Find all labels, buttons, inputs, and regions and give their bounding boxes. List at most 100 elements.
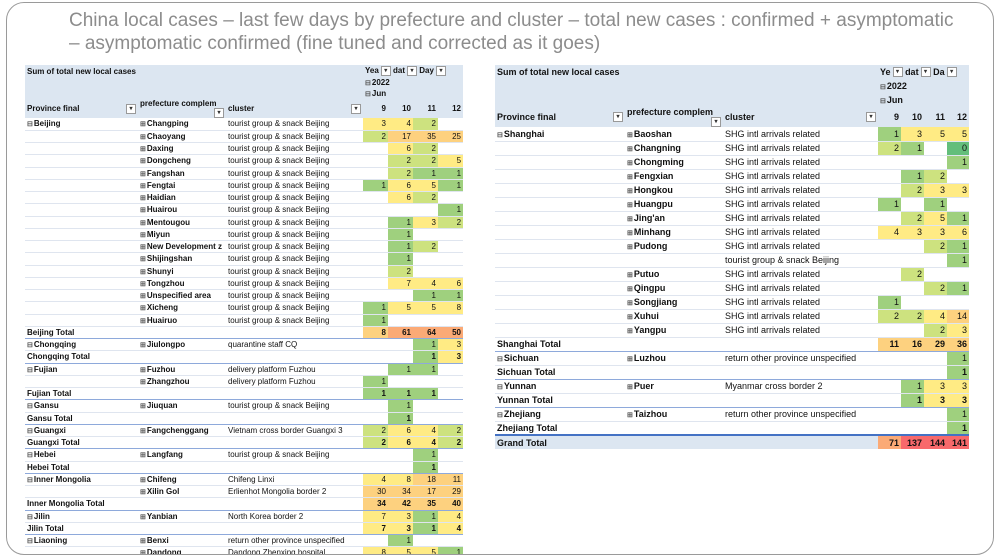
collapse-icon[interactable]: ⊟ xyxy=(27,403,33,411)
expand-icon[interactable]: ⊞ xyxy=(140,342,146,350)
dropdown-icon[interactable]: ▾ xyxy=(613,112,623,122)
prefecture-cell[interactable]: ⊞Fuzhou xyxy=(138,363,226,376)
expand-icon[interactable]: ⊞ xyxy=(627,216,633,223)
prefecture-cell[interactable]: ⊞Chaoyang xyxy=(138,130,226,144)
expand-icon[interactable]: ⊞ xyxy=(140,146,146,154)
prefecture-cell[interactable]: ⊞Miyun xyxy=(138,228,226,242)
expand-icon[interactable]: ⊞ xyxy=(140,219,146,227)
collapse-icon[interactable]: ⊟ xyxy=(27,452,33,460)
prefecture-cell[interactable]: ⊞Jiulongpo xyxy=(138,338,226,352)
dropdown-icon[interactable]: ▾ xyxy=(946,67,957,78)
province-cell[interactable]: ⊟Chongqing xyxy=(25,338,138,352)
expand-icon[interactable]: ⊞ xyxy=(140,317,146,325)
province-cell[interactable]: ⊟Hebei xyxy=(25,448,138,462)
expand-icon[interactable]: ⊞ xyxy=(627,202,633,209)
province-cell[interactable]: ⊟Fujian xyxy=(25,363,138,376)
expand-icon[interactable]: ⊞ xyxy=(627,314,633,321)
expand-icon[interactable]: ⊞ xyxy=(627,328,633,335)
dropdown-icon[interactable]: ▾ xyxy=(126,103,136,114)
expand-icon[interactable]: ⊞ xyxy=(140,195,146,203)
expand-icon[interactable]: ⊞ xyxy=(627,160,633,167)
filter-icon[interactable]: ▾ xyxy=(920,67,931,78)
prefecture-cell[interactable]: ⊞Mentougou xyxy=(138,216,226,229)
expand-icon[interactable]: ⊞ xyxy=(140,256,146,264)
prefecture-cell[interactable]: ⊞Yanbian xyxy=(138,510,226,523)
expand-icon[interactable]: ⊞ xyxy=(140,538,146,546)
expand-icon[interactable]: ⊞ xyxy=(140,207,146,215)
prefecture-cell[interactable]: ⊞Hongkou xyxy=(625,183,723,198)
collapse-icon[interactable]: ⊟ xyxy=(497,356,503,363)
expand-icon[interactable]: ⊞ xyxy=(627,188,633,195)
prefecture-cell[interactable]: ⊞Jiuquan xyxy=(138,399,226,413)
expand-icon[interactable]: ⊞ xyxy=(140,489,146,497)
province-cell[interactable]: ⊟Jilin xyxy=(25,510,138,523)
expand-icon[interactable]: ⊞ xyxy=(140,305,146,313)
collapse-icon[interactable]: ⊟ xyxy=(27,427,33,435)
expand-icon[interactable]: ⊞ xyxy=(627,146,633,153)
expand-icon[interactable]: ⊞ xyxy=(140,366,146,374)
province-cell[interactable]: ⊟Beijing xyxy=(25,118,138,131)
expand-icon[interactable]: ⊞ xyxy=(140,121,146,129)
prefecture-cell[interactable]: ⊞Zhangzhou xyxy=(138,375,226,389)
prefecture-cell[interactable]: ⊞Tongzhou xyxy=(138,277,226,291)
prefecture-cell[interactable]: ⊞Baoshan xyxy=(625,127,723,142)
prefecture-cell[interactable]: ⊞Songjiang xyxy=(625,295,723,310)
province-cell[interactable]: ⊟Yunnan xyxy=(495,379,625,394)
prefecture-cell[interactable]: ⊞Chifeng xyxy=(138,473,226,487)
province-cell[interactable]: ⊟Liaoning xyxy=(25,534,138,548)
dropdown-icon[interactable]: ▾ xyxy=(214,108,224,118)
expand-icon[interactable]: ⊞ xyxy=(627,230,633,237)
collapse-icon[interactable]: ⊟ xyxy=(497,384,503,391)
expand-icon[interactable]: ⊞ xyxy=(140,476,146,484)
prefecture-cell[interactable]: ⊞Changning xyxy=(625,141,723,156)
expand-icon[interactable]: ⊞ xyxy=(140,182,146,190)
expand-icon[interactable]: ⊞ xyxy=(140,550,146,555)
cluster-column-header[interactable]: cluster ▾ xyxy=(226,99,363,118)
prefecture-cell[interactable]: ⊞Xicheng xyxy=(138,301,226,315)
dropdown-icon[interactable]: ▾ xyxy=(711,117,721,127)
column-filter-header[interactable]: Ye ▾ dat ▾ Da ▾ xyxy=(878,65,969,79)
prefecture-cell[interactable]: ⊞Fangshan xyxy=(138,167,226,180)
expand-icon[interactable]: ⊞ xyxy=(140,170,146,178)
expand-icon[interactable]: ⊞ xyxy=(140,403,146,411)
prefecture-cell[interactable]: ⊞Jing'an xyxy=(625,211,723,226)
expand-icon[interactable]: ⊞ xyxy=(627,286,633,293)
expand-icon[interactable]: ⊞ xyxy=(140,378,146,386)
dropdown-icon[interactable]: ▾ xyxy=(435,66,446,76)
prefecture-cell[interactable]: ⊞Xilin Gol xyxy=(138,485,226,499)
province-cell[interactable]: ⊟Shanghai xyxy=(495,127,625,142)
filter-icon[interactable]: ▾ xyxy=(407,66,418,76)
prefecture-cell[interactable]: ⊞Minhang xyxy=(625,225,723,240)
prefecture-cell[interactable]: ⊞Pudong xyxy=(625,239,723,254)
expand-icon[interactable]: ⊞ xyxy=(140,231,146,239)
expand-icon[interactable]: ⊞ xyxy=(140,452,146,460)
prefecture-cell[interactable]: ⊞Changping xyxy=(138,118,226,131)
prefecture-cell[interactable]: ⊞Haidian xyxy=(138,191,226,205)
province-cell[interactable]: ⊟Sichuan xyxy=(495,351,625,366)
prefecture-cell[interactable]: ⊞Shijingshan xyxy=(138,252,226,266)
collapse-icon[interactable]: ⊟ xyxy=(27,342,33,350)
prefecture-cell[interactable]: ⊞Fangchenggang xyxy=(138,424,226,438)
prefecture-cell[interactable]: ⊞Huairou xyxy=(138,203,226,217)
prefecture-column-header[interactable]: prefecture complem ▾ xyxy=(138,99,226,118)
dropdown-icon[interactable]: ▾ xyxy=(351,103,361,114)
dropdown-icon[interactable]: ▾ xyxy=(866,112,877,122)
prefecture-cell[interactable]: ⊞Xuhui xyxy=(625,309,723,324)
expand-icon[interactable]: ⊞ xyxy=(627,300,633,307)
expand-icon[interactable]: ⊞ xyxy=(140,427,146,435)
collapse-icon[interactable]: ⊟ xyxy=(497,412,503,419)
expand-icon[interactable]: ⊞ xyxy=(627,244,633,251)
expand-icon[interactable]: ⊞ xyxy=(627,272,633,279)
prefecture-cell[interactable]: ⊞Qingpu xyxy=(625,281,723,296)
prefecture-cell[interactable]: ⊞New Development z xyxy=(138,240,226,254)
prefecture-cell[interactable]: ⊞Dongcheng xyxy=(138,154,226,168)
cluster-column-header[interactable]: cluster ▾ xyxy=(723,107,878,127)
collapse-icon[interactable]: ⊟ xyxy=(497,131,503,139)
column-filter-header[interactable]: Yea ▾ dat ▾ Day ▾ xyxy=(363,65,463,77)
prefecture-cell[interactable]: ⊞Fengtai xyxy=(138,179,226,193)
province-cell[interactable]: ⊟Gansu xyxy=(25,399,138,413)
expand-icon[interactable]: ⊞ xyxy=(140,280,146,288)
expand-icon[interactable]: ⊞ xyxy=(627,131,633,139)
province-column-header[interactable]: Province final ▾ xyxy=(25,99,138,118)
prefecture-cell[interactable]: ⊞Unspecified area xyxy=(138,289,226,303)
